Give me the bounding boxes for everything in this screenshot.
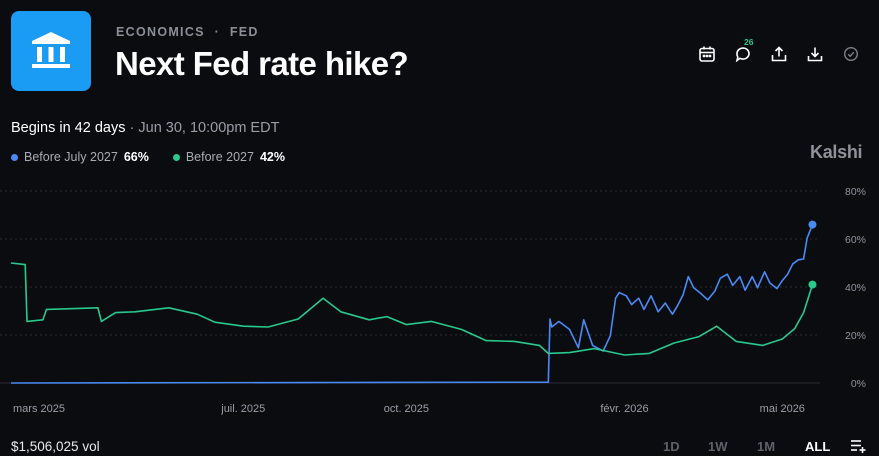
legend-dot-blue <box>11 153 18 161</box>
timing-separator: · <box>129 120 135 136</box>
bank-icon <box>32 32 70 68</box>
y-tick-label: 60% <box>845 234 866 246</box>
breadcrumb: ECONOMICS · FED <box>116 25 259 39</box>
x-tick-label: févr. 2026 <box>600 403 648 415</box>
begins-countdown: Begins in 42 days <box>11 120 126 136</box>
x-tick-label: oct. 2025 <box>384 403 429 415</box>
event-timing: Begins in 42 days · Jun 30, 10:00pm EDT <box>11 120 279 136</box>
volume-label: $1,506,025 vol <box>11 439 100 454</box>
follow-button[interactable] <box>837 40 865 68</box>
list-add-icon <box>851 440 866 453</box>
y-tick-label: 80% <box>845 186 866 198</box>
x-tick-label: mai 2026 <box>760 403 805 415</box>
y-tick-label: 40% <box>845 282 866 294</box>
y-tick-label: 20% <box>845 330 866 342</box>
chart-legend: Before July 2027 66% Before 2027 42% <box>11 150 309 164</box>
series-line-before-2027 <box>10 262 814 356</box>
legend-value: 42% <box>259 150 285 164</box>
chart-options-button[interactable] <box>850 438 867 456</box>
price-chart[interactable]: 0% 20% 40% 60% 80% mars 2025 juil. 2025 oct. 20… <box>0 180 879 425</box>
legend-value: 66% <box>123 150 149 164</box>
series-line-before-july-2027 <box>10 224 814 384</box>
category-separator: · <box>214 25 221 39</box>
header-actions: 26 <box>690 37 870 68</box>
x-tick-label: juil. 2025 <box>220 403 265 415</box>
comments-count: 26 <box>744 37 754 47</box>
series-end-point <box>808 280 817 289</box>
x-tick-label: mars 2025 <box>13 403 65 415</box>
share-icon <box>771 46 787 62</box>
begins-date: Jun 30, 10:00pm EDT <box>138 120 280 136</box>
range-1w-button[interactable]: 1W <box>708 439 728 454</box>
market-logo <box>11 11 91 91</box>
comments-button[interactable]: 26 <box>729 37 757 68</box>
series-end-point <box>808 220 817 229</box>
share-button[interactable] <box>765 40 793 68</box>
download-button[interactable] <box>801 40 829 68</box>
range-all-button[interactable]: ALL <box>805 439 831 454</box>
category-label[interactable]: ECONOMICS <box>116 25 205 39</box>
check-circle-icon <box>843 46 859 62</box>
brand-watermark: Kalshi <box>810 142 863 162</box>
legend-name[interactable]: Before 2027 <box>185 150 254 164</box>
calendar-icon <box>699 46 715 62</box>
comment-icon <box>735 47 750 63</box>
legend-name[interactable]: Before July 2027 <box>24 150 118 164</box>
range-1m-button[interactable]: 1M <box>757 439 776 454</box>
subcategory-label[interactable]: FED <box>229 25 259 39</box>
y-tick-label: 0% <box>851 378 866 390</box>
legend-dot-green <box>172 153 180 161</box>
time-range-selector: 1D 1W 1M ALL <box>650 439 879 455</box>
page-title: Next Fed rate hike? <box>115 45 409 82</box>
range-1d-button[interactable]: 1D <box>663 439 680 454</box>
calendar-button[interactable] <box>693 40 721 68</box>
download-icon <box>807 47 823 62</box>
